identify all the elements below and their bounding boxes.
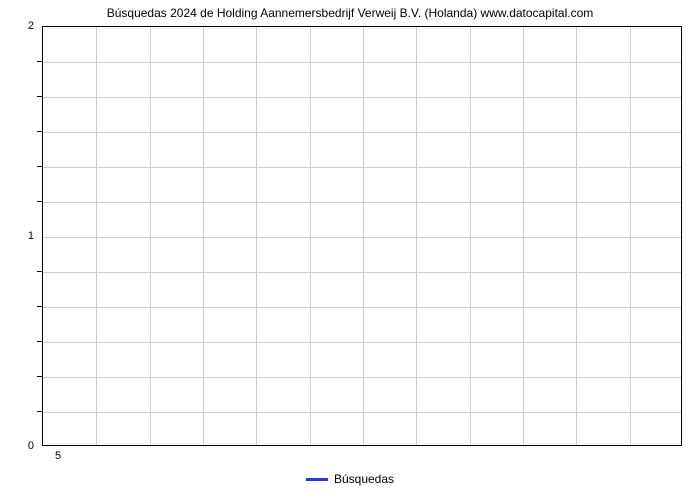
grid-horizontal	[43, 412, 681, 413]
grid-horizontal	[43, 132, 681, 133]
grid-horizontal	[43, 377, 681, 378]
y-tick-label: 1	[8, 230, 34, 242]
grid-vertical	[363, 27, 364, 445]
grid-horizontal	[43, 202, 681, 203]
grid-vertical	[256, 27, 257, 445]
y-minor-tick	[37, 411, 42, 412]
grid-horizontal	[43, 307, 681, 308]
y-tick-label: 0	[8, 440, 34, 452]
y-minor-tick	[37, 341, 42, 342]
grid-vertical	[203, 27, 204, 445]
grid-horizontal	[43, 272, 681, 273]
y-minor-tick	[37, 96, 42, 97]
legend: Búsquedas	[306, 472, 394, 486]
x-tick-label: 5	[55, 450, 61, 462]
grid-vertical	[576, 27, 577, 445]
y-minor-tick	[37, 201, 42, 202]
grid-vertical	[96, 27, 97, 445]
plot-area	[42, 26, 682, 446]
y-minor-tick	[37, 61, 42, 62]
chart-title: Búsquedas 2024 de Holding Aannemersbedri…	[0, 6, 700, 20]
grid-vertical	[150, 27, 151, 445]
grid-vertical	[310, 27, 311, 445]
grid-horizontal	[43, 97, 681, 98]
grid-vertical	[470, 27, 471, 445]
y-minor-tick	[37, 271, 42, 272]
grid-vertical	[416, 27, 417, 445]
legend-label: Búsquedas	[334, 472, 394, 486]
y-minor-tick	[37, 131, 42, 132]
grid-horizontal	[43, 342, 681, 343]
y-minor-tick	[37, 376, 42, 377]
grid-vertical	[630, 27, 631, 445]
grid-horizontal	[43, 237, 681, 238]
chart-container: { "chart": { "type": "line", "title": "B…	[0, 0, 700, 500]
legend-swatch	[306, 478, 328, 481]
grid-vertical	[523, 27, 524, 445]
grid-horizontal	[43, 167, 681, 168]
grid-horizontal	[43, 62, 681, 63]
y-minor-tick	[37, 306, 42, 307]
y-tick-label: 2	[8, 20, 34, 32]
y-minor-tick	[37, 166, 42, 167]
